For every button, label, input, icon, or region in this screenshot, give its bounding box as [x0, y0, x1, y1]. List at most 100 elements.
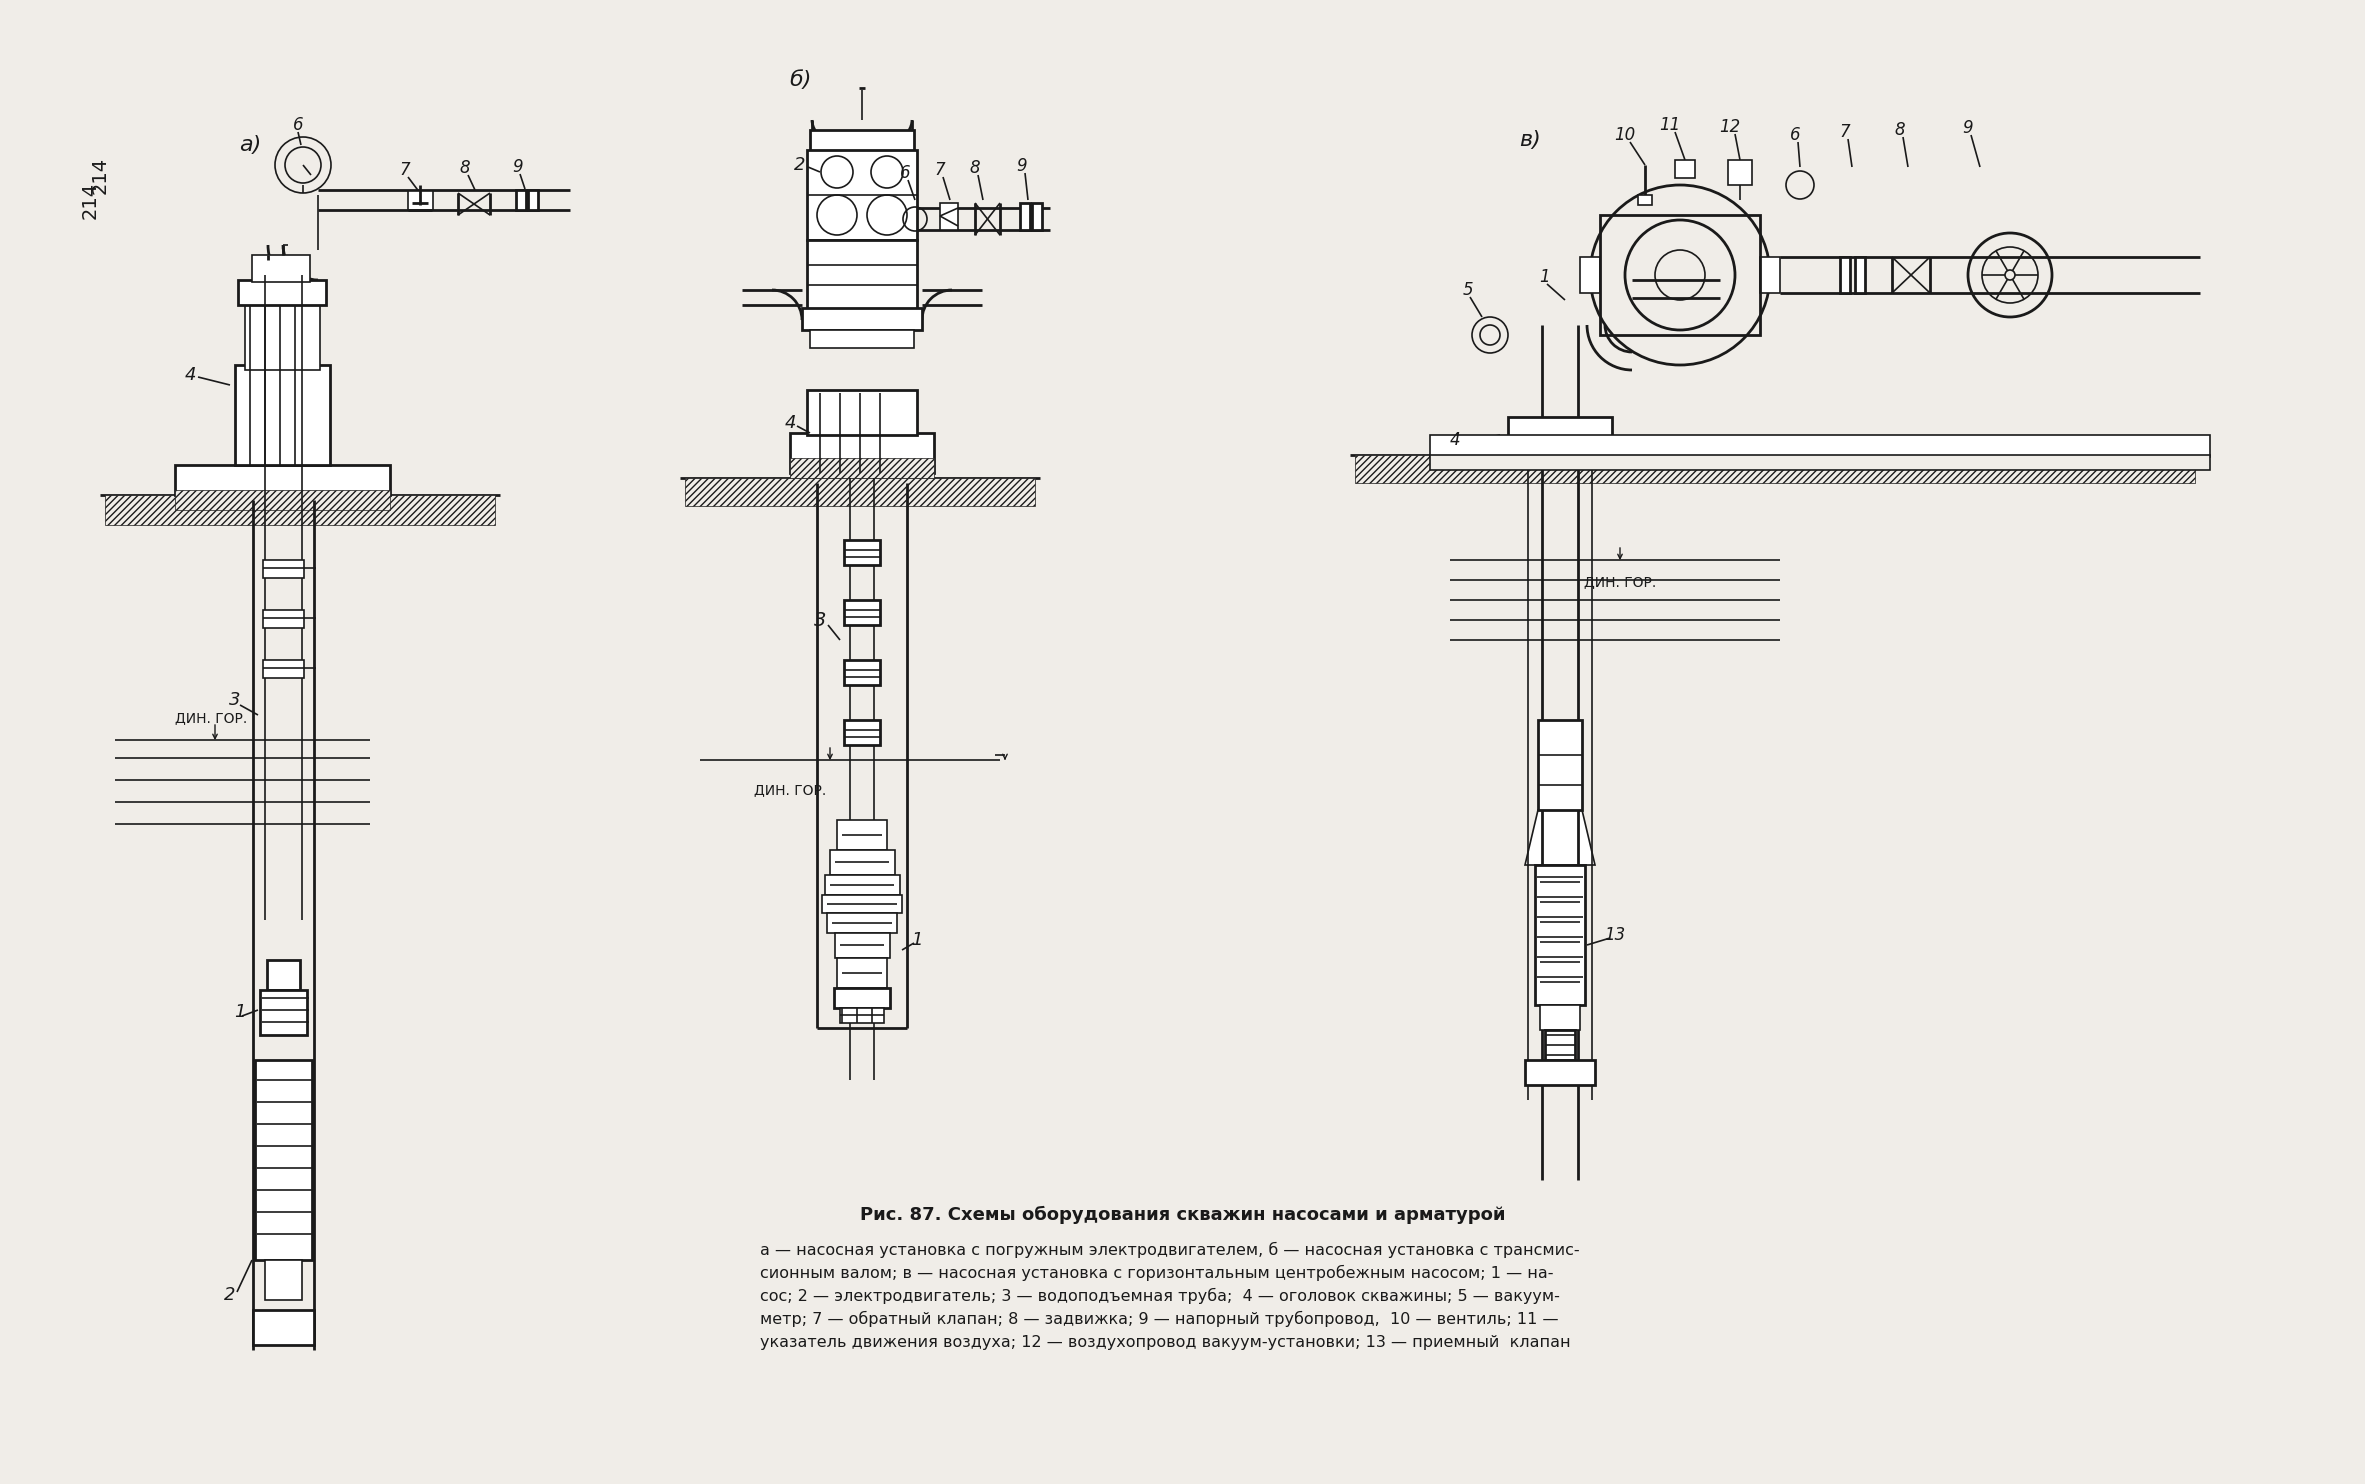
- Text: 4: 4: [785, 414, 795, 432]
- Text: указатель движения воздуха; 12 — воздухопровод вакуум-установки; 13 — приемный  : указатель движения воздуха; 12 — воздухо…: [759, 1334, 1570, 1349]
- Text: 6: 6: [899, 165, 911, 183]
- Bar: [253, 255, 310, 282]
- Bar: [686, 478, 1036, 506]
- Bar: [1729, 160, 1752, 186]
- Bar: [253, 1310, 315, 1345]
- Bar: [806, 390, 918, 435]
- Polygon shape: [1525, 810, 1594, 865]
- Bar: [939, 203, 958, 230]
- Bar: [837, 959, 887, 988]
- Text: 2: 2: [795, 156, 806, 174]
- Bar: [790, 459, 934, 478]
- Bar: [835, 988, 889, 1008]
- Text: 7: 7: [934, 160, 946, 180]
- Text: ДИН. ГОР.: ДИН. ГОР.: [175, 711, 248, 726]
- Text: 7: 7: [1840, 123, 1849, 141]
- Text: б): б): [790, 70, 811, 91]
- Bar: [263, 660, 305, 678]
- Text: 8: 8: [459, 159, 471, 177]
- Bar: [1840, 257, 1849, 292]
- Bar: [1537, 720, 1582, 810]
- Text: ДИН. ГОР.: ДИН. ГОР.: [1585, 574, 1656, 589]
- Bar: [1355, 456, 2195, 482]
- Bar: [1525, 1060, 1594, 1085]
- Bar: [265, 1260, 303, 1300]
- Text: 8: 8: [970, 159, 981, 177]
- Bar: [409, 191, 433, 211]
- Text: сионным валом; в — насосная установка с горизонтальным центробежным насосом; 1 —: сионным валом; в — насосная установка с …: [759, 1264, 1554, 1281]
- Text: 5: 5: [1462, 280, 1473, 298]
- Bar: [267, 960, 300, 990]
- Bar: [844, 720, 880, 745]
- Bar: [260, 990, 307, 1034]
- Text: 214: 214: [90, 156, 109, 193]
- Bar: [840, 1008, 885, 1022]
- Bar: [239, 280, 326, 306]
- Text: 8: 8: [1894, 122, 1906, 139]
- Bar: [835, 933, 889, 959]
- Bar: [175, 464, 390, 496]
- Bar: [1031, 203, 1043, 230]
- Text: 2: 2: [225, 1287, 234, 1304]
- Bar: [1854, 257, 1866, 292]
- Bar: [825, 876, 901, 895]
- Text: 6: 6: [1790, 126, 1800, 144]
- Text: метр; 7 — обратный клапан; 8 — задвижка; 9 — напорный трубопровод,  10 — вентиль: метр; 7 — обратный клапан; 8 — задвижка;…: [759, 1310, 1559, 1327]
- Bar: [809, 329, 913, 349]
- Bar: [263, 610, 305, 628]
- Text: в): в): [1518, 131, 1542, 150]
- Text: Рис. 87. Схемы оборудования скважин насосами и арматурой: Рис. 87. Схемы оборудования скважин насо…: [861, 1206, 1507, 1224]
- Bar: [1509, 417, 1613, 453]
- Text: сос; 2 — электродвигатель; 3 — водоподъемная труба;  4 — оголовок скважины; 5 — : сос; 2 — электродвигатель; 3 — водоподъе…: [759, 1288, 1561, 1304]
- Text: 4: 4: [1450, 430, 1459, 450]
- Bar: [809, 131, 913, 151]
- Text: 1: 1: [1540, 269, 1551, 286]
- Bar: [1535, 865, 1585, 1005]
- Bar: [1639, 194, 1653, 205]
- Bar: [806, 240, 918, 310]
- Text: а): а): [239, 135, 260, 154]
- Bar: [828, 913, 896, 933]
- Bar: [1431, 435, 2209, 457]
- Bar: [1544, 1030, 1575, 1060]
- Bar: [1509, 435, 1613, 456]
- Bar: [516, 190, 525, 211]
- Text: 7: 7: [400, 160, 409, 180]
- Text: 13: 13: [1603, 926, 1625, 944]
- Bar: [837, 821, 887, 850]
- Bar: [1431, 456, 2209, 470]
- Text: а — насосная установка с погружным электродвигателем, б — насосная установка с т: а — насосная установка с погружным элект…: [759, 1242, 1580, 1258]
- Bar: [255, 1060, 312, 1260]
- Text: 9: 9: [1017, 157, 1026, 175]
- Text: 3: 3: [229, 692, 241, 709]
- Bar: [830, 850, 894, 876]
- Bar: [1540, 1005, 1580, 1030]
- Bar: [175, 490, 390, 510]
- Bar: [1674, 160, 1696, 178]
- Text: 1: 1: [911, 930, 922, 948]
- Text: 12: 12: [1719, 119, 1741, 137]
- Text: 1: 1: [234, 1003, 246, 1021]
- Bar: [1580, 257, 1601, 292]
- Bar: [802, 309, 922, 329]
- Bar: [1601, 215, 1760, 335]
- Bar: [1019, 203, 1031, 230]
- Bar: [234, 365, 331, 464]
- Bar: [527, 190, 537, 211]
- Bar: [844, 600, 880, 625]
- Text: 9: 9: [1963, 119, 1972, 137]
- Text: 11: 11: [1660, 116, 1682, 134]
- Bar: [104, 496, 494, 525]
- Text: ДИН. ГОР.: ДИН. ГОР.: [754, 784, 825, 797]
- Bar: [263, 559, 305, 577]
- Text: 6: 6: [293, 116, 303, 134]
- Text: 3: 3: [814, 610, 825, 629]
- Text: 4: 4: [184, 367, 196, 384]
- Bar: [790, 433, 934, 473]
- Text: 214: 214: [80, 181, 99, 218]
- Text: 9: 9: [513, 157, 523, 177]
- Bar: [844, 540, 880, 565]
- Bar: [1760, 257, 1781, 292]
- Text: 10: 10: [1615, 126, 1637, 144]
- Bar: [844, 660, 880, 686]
